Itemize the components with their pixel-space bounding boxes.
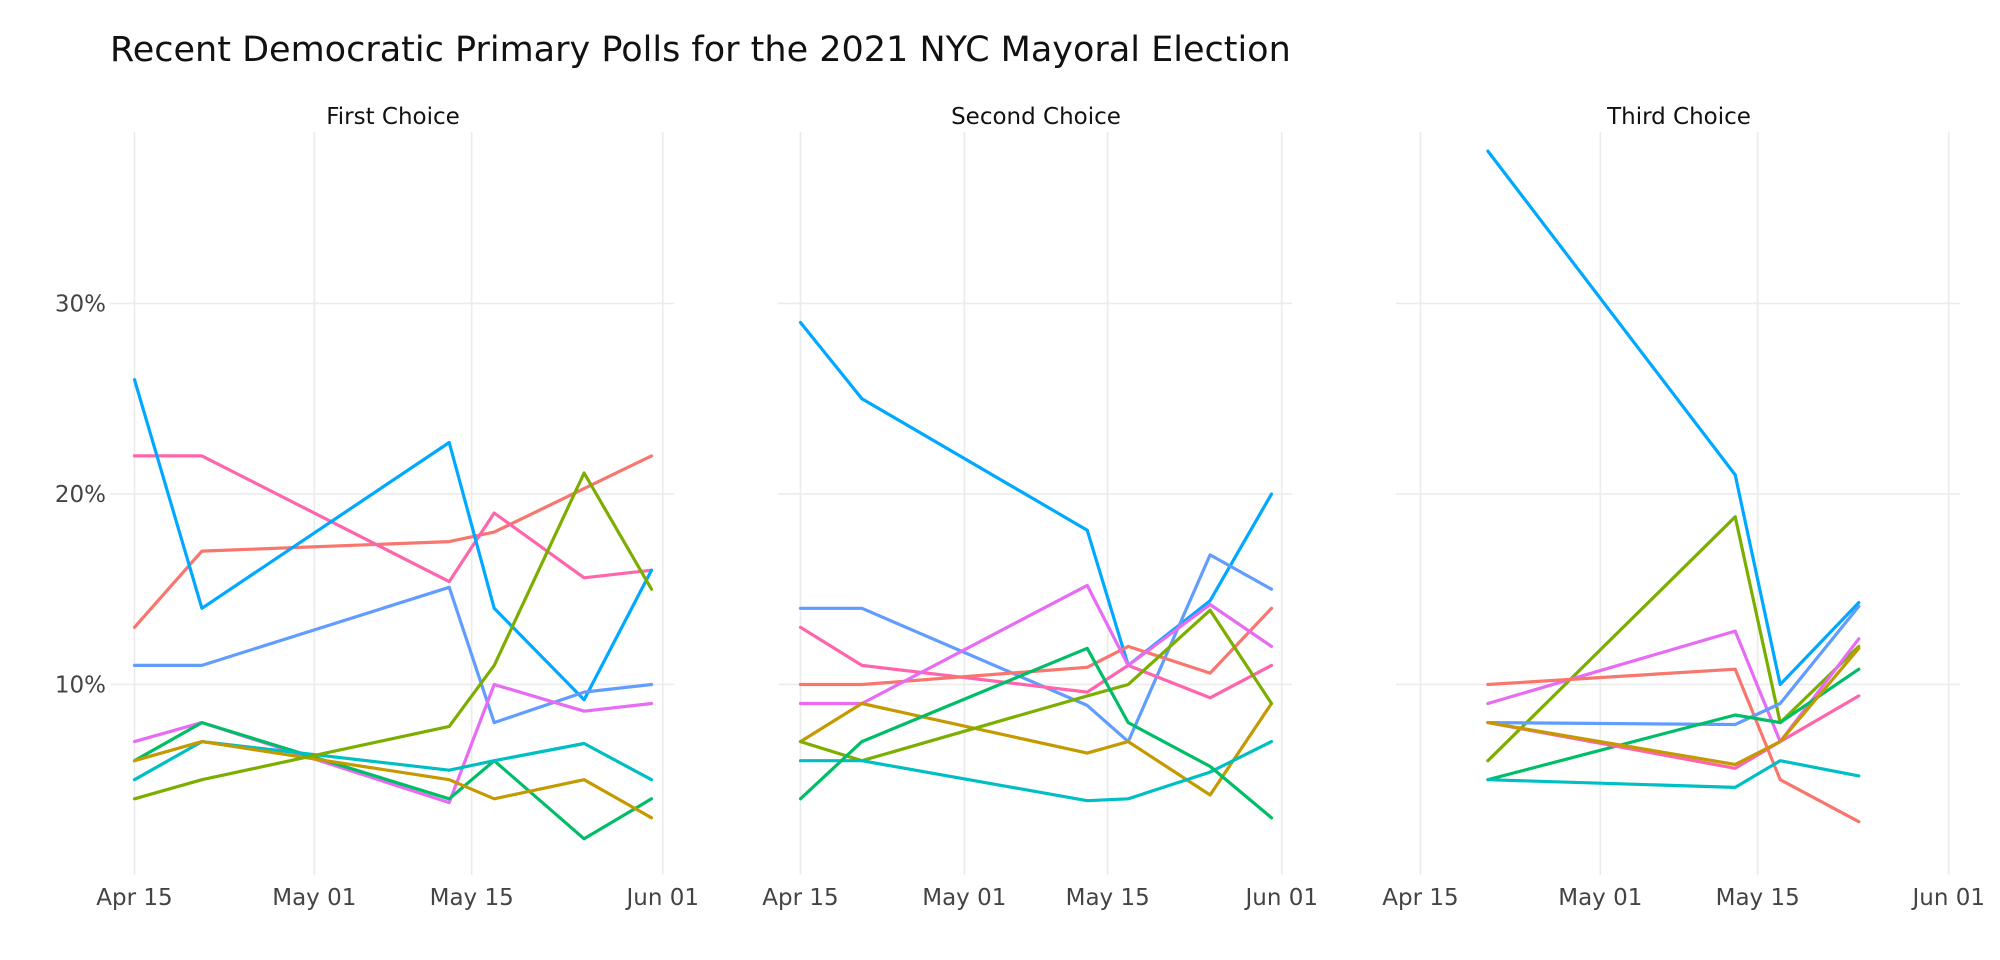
series-line <box>798 606 1274 687</box>
series-line <box>132 454 654 629</box>
series-line <box>132 739 654 820</box>
x-tick-label: May 15 <box>430 885 514 911</box>
x-tick-label: Apr 15 <box>96 885 172 911</box>
series-line <box>132 739 654 782</box>
panel-3: Third Choice Apr 15 May 01 May 15 Jun 01 <box>1382 104 1985 911</box>
series-line <box>798 701 1274 797</box>
series-line <box>1486 667 1861 824</box>
panel-title: First Choice <box>326 104 460 130</box>
x-tick-label: Apr 15 <box>762 885 838 911</box>
series-line <box>1486 604 1861 727</box>
series-line <box>1486 515 1861 763</box>
x-tick-label: May 15 <box>1716 885 1800 911</box>
series-line <box>1486 759 1861 790</box>
series-line <box>132 378 654 702</box>
series-line <box>132 720 654 841</box>
series-line <box>132 454 654 584</box>
series-line <box>798 553 1274 744</box>
panel-2: Second Choice Apr 15 May 01 May 15 Jun 01 <box>762 104 1318 911</box>
panel-title: Second Choice <box>951 104 1121 130</box>
series-line <box>798 625 1274 700</box>
series-line <box>1486 694 1861 770</box>
series-line <box>798 646 1274 820</box>
x-tick-label: May 15 <box>1066 885 1150 911</box>
x-tick-label: May 01 <box>272 885 356 911</box>
series-line <box>798 320 1274 668</box>
series-line <box>132 471 654 801</box>
x-tick-label: May 01 <box>922 885 1006 911</box>
series-line <box>798 583 1274 706</box>
series-line <box>132 585 654 725</box>
panel-title: Third Choice <box>1606 104 1751 130</box>
panel-1: First Choice Apr 15 May 01 May 15 Jun 01 10% 2… <box>55 104 699 911</box>
y-tick-label: 10% <box>55 672 106 698</box>
x-tick-label: Jun 01 <box>625 885 700 911</box>
x-tick-label: Apr 15 <box>1382 885 1458 911</box>
x-tick-label: Jun 01 <box>1244 885 1319 911</box>
series-line <box>1486 629 1861 744</box>
series-line <box>798 739 1274 803</box>
y-tick-label: 20% <box>55 482 106 508</box>
series-line <box>132 682 654 805</box>
series-line <box>1486 646 1861 767</box>
chart-title: Recent Democratic Primary Polls for the … <box>110 30 1291 70</box>
y-tick-label: 30% <box>55 291 106 317</box>
series-line <box>798 608 1274 763</box>
series-line <box>1486 149 1861 687</box>
x-tick-label: Jun 01 <box>1911 885 1986 911</box>
x-tick-label: May 01 <box>1558 885 1642 911</box>
